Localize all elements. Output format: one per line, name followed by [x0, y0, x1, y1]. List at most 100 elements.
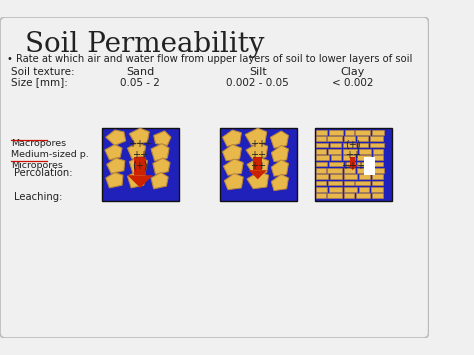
Text: +++: +++	[341, 161, 365, 171]
Text: Clay: Clay	[340, 67, 365, 77]
Bar	[343, 143, 356, 147]
Polygon shape	[222, 144, 241, 161]
Bar	[316, 181, 327, 185]
Text: 0.05 - 2: 0.05 - 2	[120, 78, 160, 88]
Bar	[316, 136, 326, 141]
Polygon shape	[151, 143, 169, 161]
Bar	[356, 130, 370, 135]
Bar	[372, 168, 384, 173]
Polygon shape	[128, 171, 146, 188]
Bar	[316, 162, 328, 166]
Bar	[316, 130, 328, 135]
Text: (+): (+)	[132, 161, 148, 171]
Bar	[331, 155, 341, 160]
Bar	[372, 193, 383, 198]
Polygon shape	[247, 171, 269, 189]
Polygon shape	[245, 128, 267, 146]
Bar	[365, 157, 375, 175]
FancyBboxPatch shape	[0, 17, 428, 338]
Text: Soil Permeability: Soil Permeability	[25, 31, 265, 58]
Bar	[358, 143, 368, 147]
Bar	[343, 149, 357, 153]
Polygon shape	[246, 143, 268, 159]
Bar	[359, 174, 370, 179]
Polygon shape	[129, 156, 147, 174]
Polygon shape	[224, 174, 243, 190]
Bar	[343, 155, 356, 160]
Bar	[330, 174, 342, 179]
Bar	[328, 181, 342, 185]
Text: Leaching:: Leaching:	[15, 191, 63, 202]
Polygon shape	[222, 130, 241, 146]
Text: Micropores: Micropores	[11, 161, 63, 170]
Bar	[328, 136, 342, 141]
Bar	[220, 128, 297, 201]
Bar	[344, 136, 356, 141]
Text: Percolation:: Percolation:	[15, 168, 73, 178]
Bar	[372, 181, 383, 185]
Bar	[350, 157, 356, 165]
Polygon shape	[271, 174, 289, 191]
Bar	[356, 193, 370, 198]
Bar	[316, 149, 327, 153]
Bar	[357, 168, 370, 173]
Text: ++: ++	[250, 150, 266, 160]
Bar	[357, 136, 368, 141]
Bar	[370, 136, 383, 141]
Bar	[344, 174, 357, 179]
Bar	[356, 181, 370, 185]
Text: 0.002 - 0.05: 0.002 - 0.05	[227, 78, 289, 88]
Bar	[328, 168, 342, 173]
Bar	[344, 181, 354, 185]
Bar	[372, 130, 384, 135]
Bar	[328, 149, 341, 153]
Bar	[330, 143, 341, 147]
Bar	[329, 130, 343, 135]
Bar	[370, 143, 384, 147]
Bar	[344, 168, 356, 173]
Bar	[134, 157, 146, 175]
Polygon shape	[106, 173, 123, 188]
Text: • Rate at which air and water flow from upper layers of soil to lower layers of : • Rate at which air and water flow from …	[7, 54, 412, 64]
Bar	[357, 155, 371, 160]
Text: ++: ++	[345, 150, 361, 160]
Bar	[102, 128, 179, 201]
Bar	[253, 157, 262, 170]
Bar	[359, 149, 371, 153]
Polygon shape	[128, 143, 146, 159]
Polygon shape	[223, 159, 243, 175]
Bar	[329, 162, 343, 166]
Bar	[371, 187, 383, 191]
Polygon shape	[270, 131, 289, 148]
Bar	[344, 193, 355, 198]
Text: (+): (+)	[345, 139, 361, 149]
Polygon shape	[107, 158, 125, 174]
Bar	[372, 174, 383, 179]
Bar	[373, 155, 383, 160]
Polygon shape	[128, 175, 153, 188]
Polygon shape	[271, 160, 289, 176]
Polygon shape	[271, 146, 289, 162]
Bar	[328, 193, 342, 198]
Text: Sand: Sand	[126, 67, 155, 77]
Polygon shape	[105, 144, 122, 160]
Text: Macropores: Macropores	[11, 139, 66, 148]
Bar	[329, 187, 342, 191]
Polygon shape	[153, 158, 170, 174]
Polygon shape	[154, 131, 171, 146]
Bar	[373, 149, 383, 153]
Bar	[316, 187, 328, 191]
Text: ++: ++	[132, 150, 148, 160]
Bar	[316, 143, 328, 147]
Bar	[316, 174, 328, 179]
Bar	[316, 193, 326, 198]
Bar	[374, 162, 383, 166]
Polygon shape	[248, 170, 267, 179]
Text: < 0.002: < 0.002	[332, 78, 374, 88]
Polygon shape	[347, 165, 358, 170]
Bar	[345, 162, 356, 166]
Bar	[316, 168, 326, 173]
Text: Size [mm]:: Size [mm]:	[11, 78, 68, 88]
Bar	[315, 128, 392, 201]
Polygon shape	[129, 128, 149, 144]
